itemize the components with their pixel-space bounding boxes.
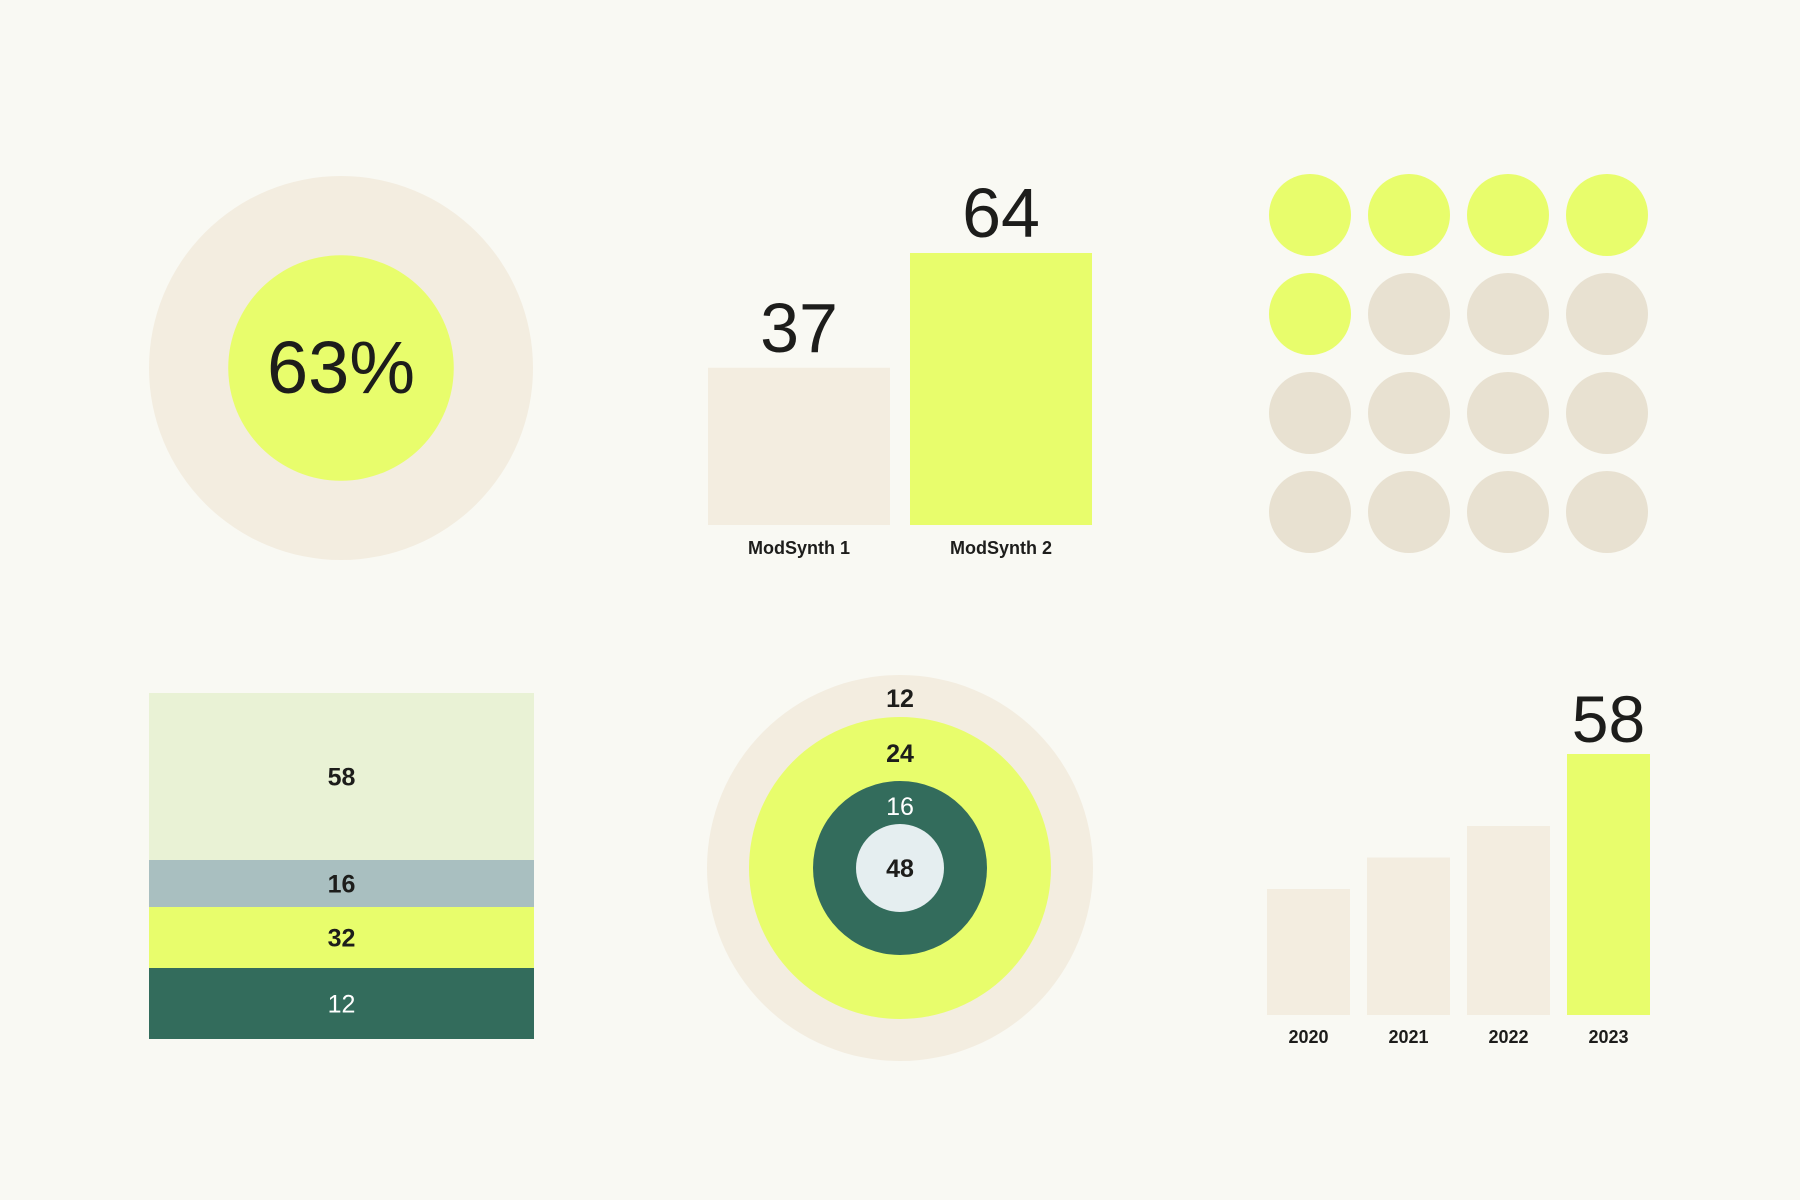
dot-empty xyxy=(1566,372,1648,454)
dot-empty xyxy=(1566,471,1648,553)
bar-category-label: ModSynth 1 xyxy=(748,538,850,558)
bar-value-label: 37 xyxy=(760,289,838,367)
dot-empty xyxy=(1566,273,1648,355)
bar-year-2020 xyxy=(1267,889,1350,1015)
stack-segment xyxy=(149,693,534,860)
stack-segment-label: 12 xyxy=(328,991,356,1019)
modsynth-bar-chart: 37 ModSynth 1 64 ModSynth 2 xyxy=(708,174,1092,558)
dot-empty xyxy=(1269,471,1351,553)
ring-inner-fill xyxy=(228,255,454,481)
ring-value-label: 48 xyxy=(886,855,914,883)
stack-segment-label: 32 xyxy=(328,925,356,953)
dot-empty xyxy=(1368,372,1450,454)
dot-filled xyxy=(1566,174,1648,256)
bar-modsynth-1 xyxy=(708,367,890,525)
ring-value-label: 16 xyxy=(886,793,914,821)
bar-modsynth-2 xyxy=(910,253,1092,525)
dot-empty xyxy=(1368,471,1450,553)
ring-level-4 xyxy=(856,824,944,912)
highlight-value-label: 58 xyxy=(1572,682,1645,756)
yearly-bar-chart: 2020 2021 2022 2023 58 xyxy=(1267,682,1650,1047)
dot-empty xyxy=(1467,273,1549,355)
ring-percentage-label: 63% xyxy=(267,326,415,409)
dot-filled xyxy=(1368,174,1450,256)
bar-year-2022 xyxy=(1467,826,1550,1015)
dot-matrix-chart xyxy=(1269,174,1648,553)
ring-value-label: 12 xyxy=(886,685,914,713)
dot-filled xyxy=(1269,273,1351,355)
bar-category-label: ModSynth 2 xyxy=(950,538,1052,558)
stacked-bar-chart: 58 16 32 12 xyxy=(149,693,534,1039)
stack-segment-label: 16 xyxy=(328,871,356,899)
bar-year-2021 xyxy=(1367,857,1450,1015)
dot-filled xyxy=(1467,174,1549,256)
year-axis-label: 2022 xyxy=(1488,1027,1528,1047)
stack-segment xyxy=(149,907,534,968)
stack-segment-label: 58 xyxy=(328,764,356,792)
dot-empty xyxy=(1467,471,1549,553)
percentage-ring-chart: 63% xyxy=(149,176,533,560)
dot-empty xyxy=(1467,372,1549,454)
dot-empty xyxy=(1269,372,1351,454)
bar-year-2023 xyxy=(1567,754,1650,1015)
year-axis-label: 2023 xyxy=(1588,1027,1628,1047)
stack-segment xyxy=(149,968,534,1039)
dot-empty xyxy=(1368,273,1450,355)
stack-segment xyxy=(149,860,534,907)
year-axis-label: 2021 xyxy=(1388,1027,1428,1047)
ring-value-label: 24 xyxy=(886,740,914,768)
dot-filled xyxy=(1269,174,1351,256)
year-axis-label: 2020 xyxy=(1288,1027,1328,1047)
nested-rings-chart: 12 24 16 48 xyxy=(707,675,1093,1061)
bar-value-label: 64 xyxy=(962,174,1040,252)
